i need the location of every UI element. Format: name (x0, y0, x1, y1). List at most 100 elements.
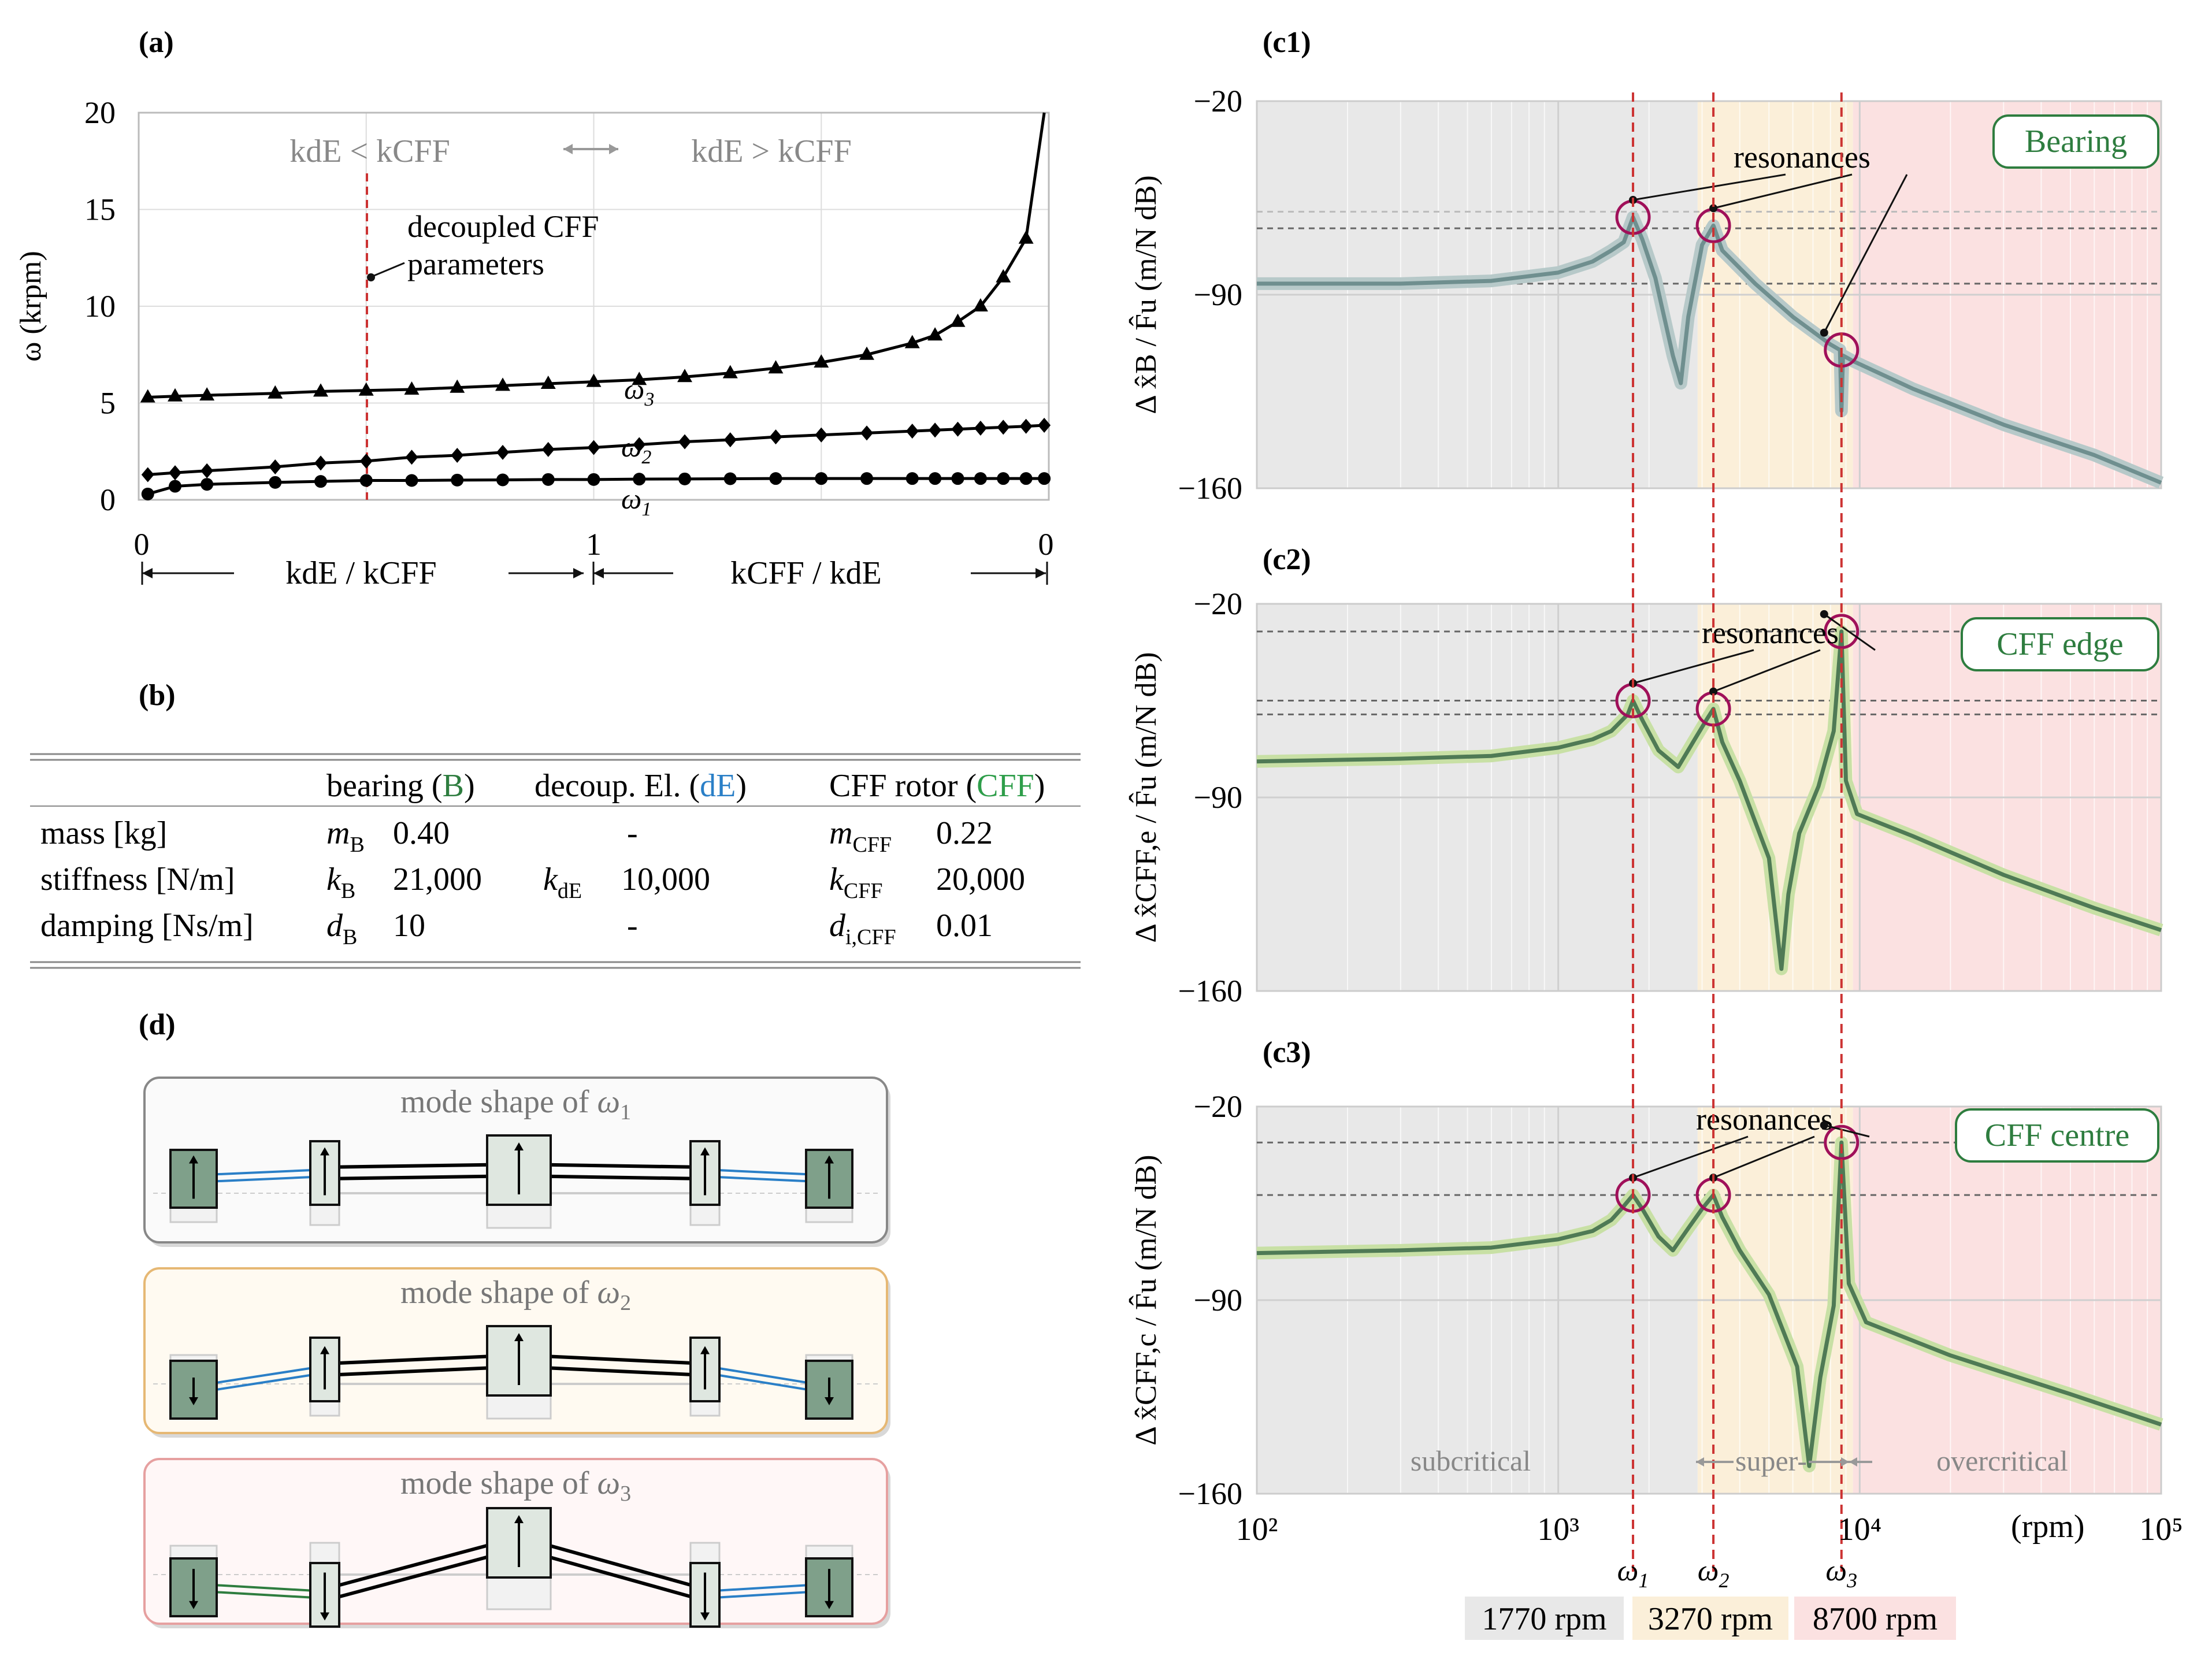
arrow-down-icon (189, 1397, 198, 1405)
value-cff: 20,000 (936, 862, 1025, 897)
arrow-down-icon (320, 1612, 329, 1621)
resonances-label: resonances (1734, 140, 1870, 175)
data-point-ω2 (169, 465, 181, 481)
response-curve (1256, 629, 2162, 971)
chart-c2-ylabel: Δ x̂CFF,e / F̂u (m/N dB) (1129, 652, 1163, 942)
arrow-up-icon (320, 1147, 329, 1156)
data-point-ω2 (769, 429, 782, 445)
region-label: super- (1735, 1445, 1807, 1477)
data-point-ω3 (859, 346, 874, 360)
arrow-down-icon (700, 1612, 710, 1621)
data-point-ω3 (268, 385, 283, 399)
mode-shapes: mode shape of ω1 mode shape of ω2 mode sha… (143, 1077, 890, 1628)
data-point-ω2 (201, 463, 214, 478)
data-point-ω1 (974, 472, 987, 485)
data-point-ω2 (997, 420, 1010, 435)
data-point-ω2 (678, 434, 691, 450)
chart-c1: −20 −90 −160 Δ x̂B / F̂u (m/N dB) resonances… (1129, 84, 2164, 506)
mode-shape-title: mode shape of ω2 (400, 1275, 631, 1315)
data-point-ω2 (633, 437, 646, 452)
chart-a-ytick: 10 (84, 289, 116, 324)
series-label-ω1: ω1 (621, 482, 651, 520)
chart-a-ytick: 20 (84, 95, 116, 130)
data-point-ω1 (496, 473, 509, 487)
omega-label: ω3 (1825, 1554, 1857, 1592)
data-point-ω1 (1038, 472, 1051, 485)
omega-label: ω2 (1698, 1554, 1729, 1592)
symbol-bearing: dB (326, 908, 357, 949)
data-point-ω3 (950, 313, 966, 327)
data-point-ω2 (1038, 418, 1051, 433)
ytick: −160 (1178, 1476, 1242, 1511)
data-point-ω2 (929, 422, 942, 438)
header-bearing: bearing (B) (326, 768, 475, 804)
arrow-down-icon (825, 1397, 834, 1405)
data-point-ω3 (404, 381, 420, 395)
symbol-cff: kCFF (829, 862, 882, 903)
data-point-ω2 (359, 454, 373, 469)
header-cff: CFF rotor (CFF) (829, 768, 1045, 804)
rpm-box (1632, 1597, 1788, 1640)
data-point-ω3 (996, 269, 1011, 283)
data-point-ω1 (269, 476, 282, 489)
chart-c3-ylabel: Δ x̂CFF,c / F̂u (m/N dB) (1129, 1155, 1163, 1445)
symbol-bearing: kB (326, 862, 355, 903)
ytick: −20 (1194, 84, 1242, 118)
chart-a-xtick: 0 (134, 527, 150, 562)
frequency-responses: −20 −90 −160 Δ x̂B / F̂u (m/N dB) resonances… (1129, 84, 2183, 1640)
data-point-ω2 (1019, 418, 1033, 434)
ytick: −160 (1178, 471, 1242, 506)
data-point-ω2 (860, 425, 873, 441)
data-point-ω3 (722, 365, 738, 378)
region-label: subcritical (1411, 1445, 1531, 1477)
ytick: −20 (1194, 1089, 1242, 1124)
data-point-ω1 (678, 472, 691, 485)
arrow-up-icon (700, 1147, 710, 1156)
x-unit: (rpm) (2011, 1509, 2085, 1545)
data-point-ω1 (541, 473, 555, 486)
data-point-ω2 (974, 421, 987, 436)
data-point-ω3 (677, 369, 692, 383)
symbol-cff: mCFF (829, 815, 892, 857)
data-point-ω3 (973, 298, 988, 311)
chart-c1-ylabel: Δ x̂B / F̂u (m/N dB) (1129, 175, 1163, 414)
data-point-ω1 (451, 473, 464, 487)
panel-label-a: (a) (139, 26, 174, 59)
data-point-ω3 (199, 387, 215, 401)
region-right-label: kdE > kCFF (691, 133, 851, 169)
resonances-label: resonances (1702, 615, 1839, 650)
value-decoupling: - (627, 908, 638, 944)
data-point-ω3 (814, 354, 829, 368)
series-label-ω2: ω2 (621, 430, 651, 468)
data-point-ω1 (1019, 472, 1033, 485)
data-point-ω2 (405, 450, 418, 465)
data-point-ω3 (632, 372, 647, 385)
data-point-ω1 (723, 472, 737, 485)
data-point-ω3 (168, 388, 183, 402)
data-point-ω1 (141, 487, 154, 500)
x-axis-annotation: kdE / kCFF kCFF / kdE (141, 555, 1048, 591)
arrow-up-icon (514, 1142, 524, 1150)
rpm-box (1465, 1597, 1624, 1640)
mode-shape-title: mode shape of ω1 (400, 1084, 631, 1124)
panel-label-c2: (c2) (1263, 543, 1311, 576)
value-bearing: 0.40 (393, 815, 450, 851)
ytick: −90 (1194, 277, 1242, 312)
row-label: stiffness [N/m] (40, 862, 235, 897)
data-point-ω3 (586, 373, 602, 387)
resonance-marker (1824, 1124, 1860, 1160)
data-point-ω1 (359, 474, 373, 487)
value-bearing: 10 (393, 908, 425, 944)
annotation-line-2: parameters (407, 247, 544, 281)
row-label: mass [kg] (40, 815, 167, 851)
data-point-ω3 (768, 360, 784, 374)
chart-c1-title-box (1992, 114, 2159, 169)
ytick: −90 (1194, 780, 1242, 815)
region-left-label: kdE < kCFF (290, 133, 450, 169)
chart-c3-title-box (1955, 1108, 2159, 1163)
data-point-ω1 (169, 480, 181, 493)
panel-label-c1: (c1) (1263, 26, 1311, 59)
region-arrow (563, 144, 618, 154)
